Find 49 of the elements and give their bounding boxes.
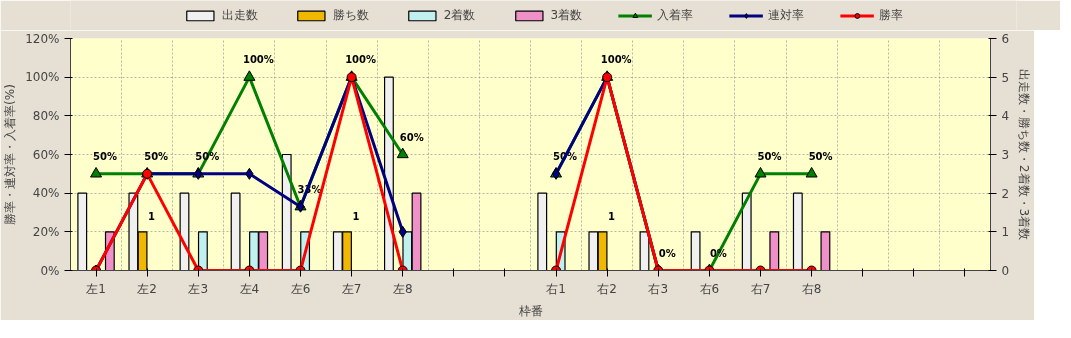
data-label: 50% [808,150,833,162]
y-tick-label: 0% [40,263,60,278]
data-label: 1 [352,210,360,222]
legend-label: 連対率 [768,6,805,24]
legend-label: 入着率 [657,6,694,24]
y-tick-label: 120% [25,31,60,46]
x-tick-label: 右7 [750,281,771,296]
x-tick-label: 左8 [392,281,413,296]
data-label: 50% [93,150,118,162]
data-label: 60% [399,131,424,143]
data-label: 50% [144,150,169,162]
legend-label: 勝率 [879,6,904,24]
x-tick-label: 右2 [597,281,617,296]
x-tick-label: 左3 [188,281,209,296]
x-tick-label: 左4 [239,281,260,296]
data-label: 0% [658,247,676,259]
data-label: 1 [608,210,616,222]
data-label: 50% [757,150,782,162]
x-tick-label: 右6 [699,281,720,296]
data-label: 100% [345,54,377,66]
data-label: 1 [148,210,156,222]
data-label: 100% [242,54,274,66]
y2-tick-label: 3 [1001,148,1010,162]
y-axis-title: 勝率・連対率・入着率(%) [3,84,18,225]
legend-label: 2着数 [443,6,476,24]
x-tick-label: 左1 [86,281,106,296]
y2-tick-label: 2 [1001,186,1010,201]
y2-tick-label: 5 [1001,70,1010,85]
data-label: 100% [600,54,632,66]
y2-tick-label: 1 [1001,225,1010,240]
legend-label: 勝ち数 [332,6,369,24]
y-tick-label: 80% [32,108,60,123]
x-tick-label: 左2 [137,281,157,296]
legend-label: 出走数 [221,6,258,24]
x-tick-label: 右8 [801,281,822,296]
y-tick-label: 100% [25,70,60,85]
x-axis-title: 枠番 [517,303,543,318]
y2-axis-title: 出走数・勝ち数・2着数・3着数 [1017,68,1032,241]
x-tick-label: 左6 [290,281,311,296]
y-tick-label: 60% [32,147,60,162]
x-tick-label: 右3 [648,281,669,296]
legend-label: 3着数 [550,6,583,24]
x-tick-label: 左7 [341,281,362,296]
x-tick-label: 右1 [546,281,566,296]
y2-tick-label: 0 [1001,264,1010,278]
y2-tick-label: 4 [1001,109,1010,124]
y-tick-label: 20% [32,224,60,239]
y-tick-label: 40% [32,186,60,201]
y2-tick-label: 6 [1001,32,1010,46]
